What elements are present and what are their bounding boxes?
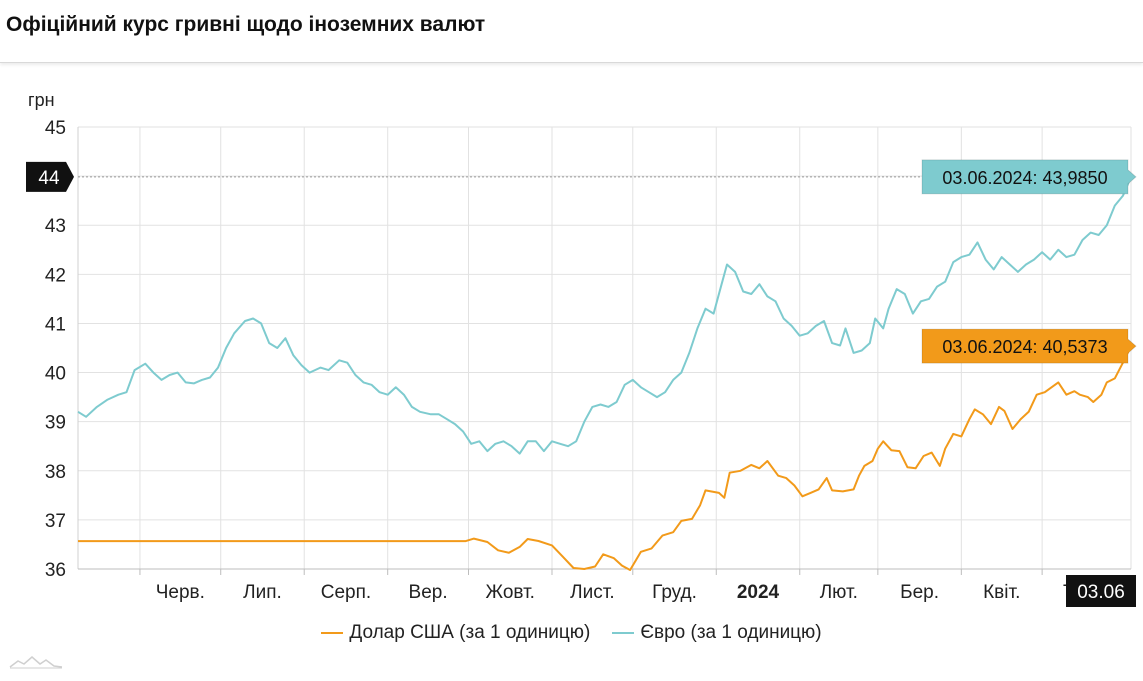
legend-item-eur[interactable]: Євро (за 1 одиницю) xyxy=(612,622,822,644)
y-tick-label: 39 xyxy=(45,413,66,434)
annotation-box-eur xyxy=(921,159,1137,195)
x-tick-label: Черв. xyxy=(156,582,205,603)
y-tick-label: 41 xyxy=(45,314,66,335)
y-tick-label: 36 xyxy=(45,560,66,581)
legend-swatch-usd xyxy=(321,632,344,634)
series-line-usd xyxy=(78,345,1132,571)
annotation-box-usd xyxy=(921,328,1137,364)
annotation-label-usd: 03.06.2024: 40,5373 xyxy=(942,337,1107,357)
legend-label-usd: Долар США (за 1 одиницю) xyxy=(349,622,591,643)
legend-item-usd[interactable]: Долар США (за 1 одиницю) xyxy=(321,622,590,644)
series-line-eur xyxy=(77,176,1132,455)
y-tick-label: 43 xyxy=(45,216,66,237)
y-tick-label: 42 xyxy=(45,265,66,286)
x-tick-label: 2024 xyxy=(737,582,780,603)
y-tick-label: 38 xyxy=(45,462,66,483)
y-tick-label: 40 xyxy=(45,364,66,385)
crosshair-x-label: 03.06 xyxy=(1077,582,1125,603)
annotation-label-eur: 03.06.2024: 43,9850 xyxy=(942,168,1107,188)
y-axis-label: грн xyxy=(28,90,55,110)
x-tick-label: Бер. xyxy=(900,582,939,603)
x-tick-label: Вер. xyxy=(409,582,448,603)
x-tick-label: Лип. xyxy=(243,582,282,603)
x-tick-label: Жовт. xyxy=(486,582,535,603)
crosshair-x-box xyxy=(1066,575,1136,607)
header-bar: Офіційний курс гривні щодо іноземних вал… xyxy=(0,0,1143,63)
crosshair-y-label: 44 xyxy=(38,168,60,189)
y-tick-label: 37 xyxy=(45,511,66,532)
x-tick-label: Квіт. xyxy=(983,582,1020,603)
y-tick-label: 45 xyxy=(45,118,66,139)
page-title: Офіційний курс гривні щодо іноземних вал… xyxy=(6,13,486,36)
crosshair-y-box xyxy=(26,161,74,192)
legend-swatch-eur xyxy=(612,632,635,634)
legend-label-eur: Євро (за 1 одиницю) xyxy=(640,622,822,643)
x-tick-label: Груд. xyxy=(652,582,697,603)
mountain-logo-icon xyxy=(9,656,63,669)
x-tick-label: Серп. xyxy=(321,582,371,603)
x-tick-label: Лист. xyxy=(570,582,614,603)
x-tick-label: Лют. xyxy=(820,582,858,603)
chart-legend: Долар США (за 1 одиницю) Євро (за 1 один… xyxy=(0,622,1143,644)
